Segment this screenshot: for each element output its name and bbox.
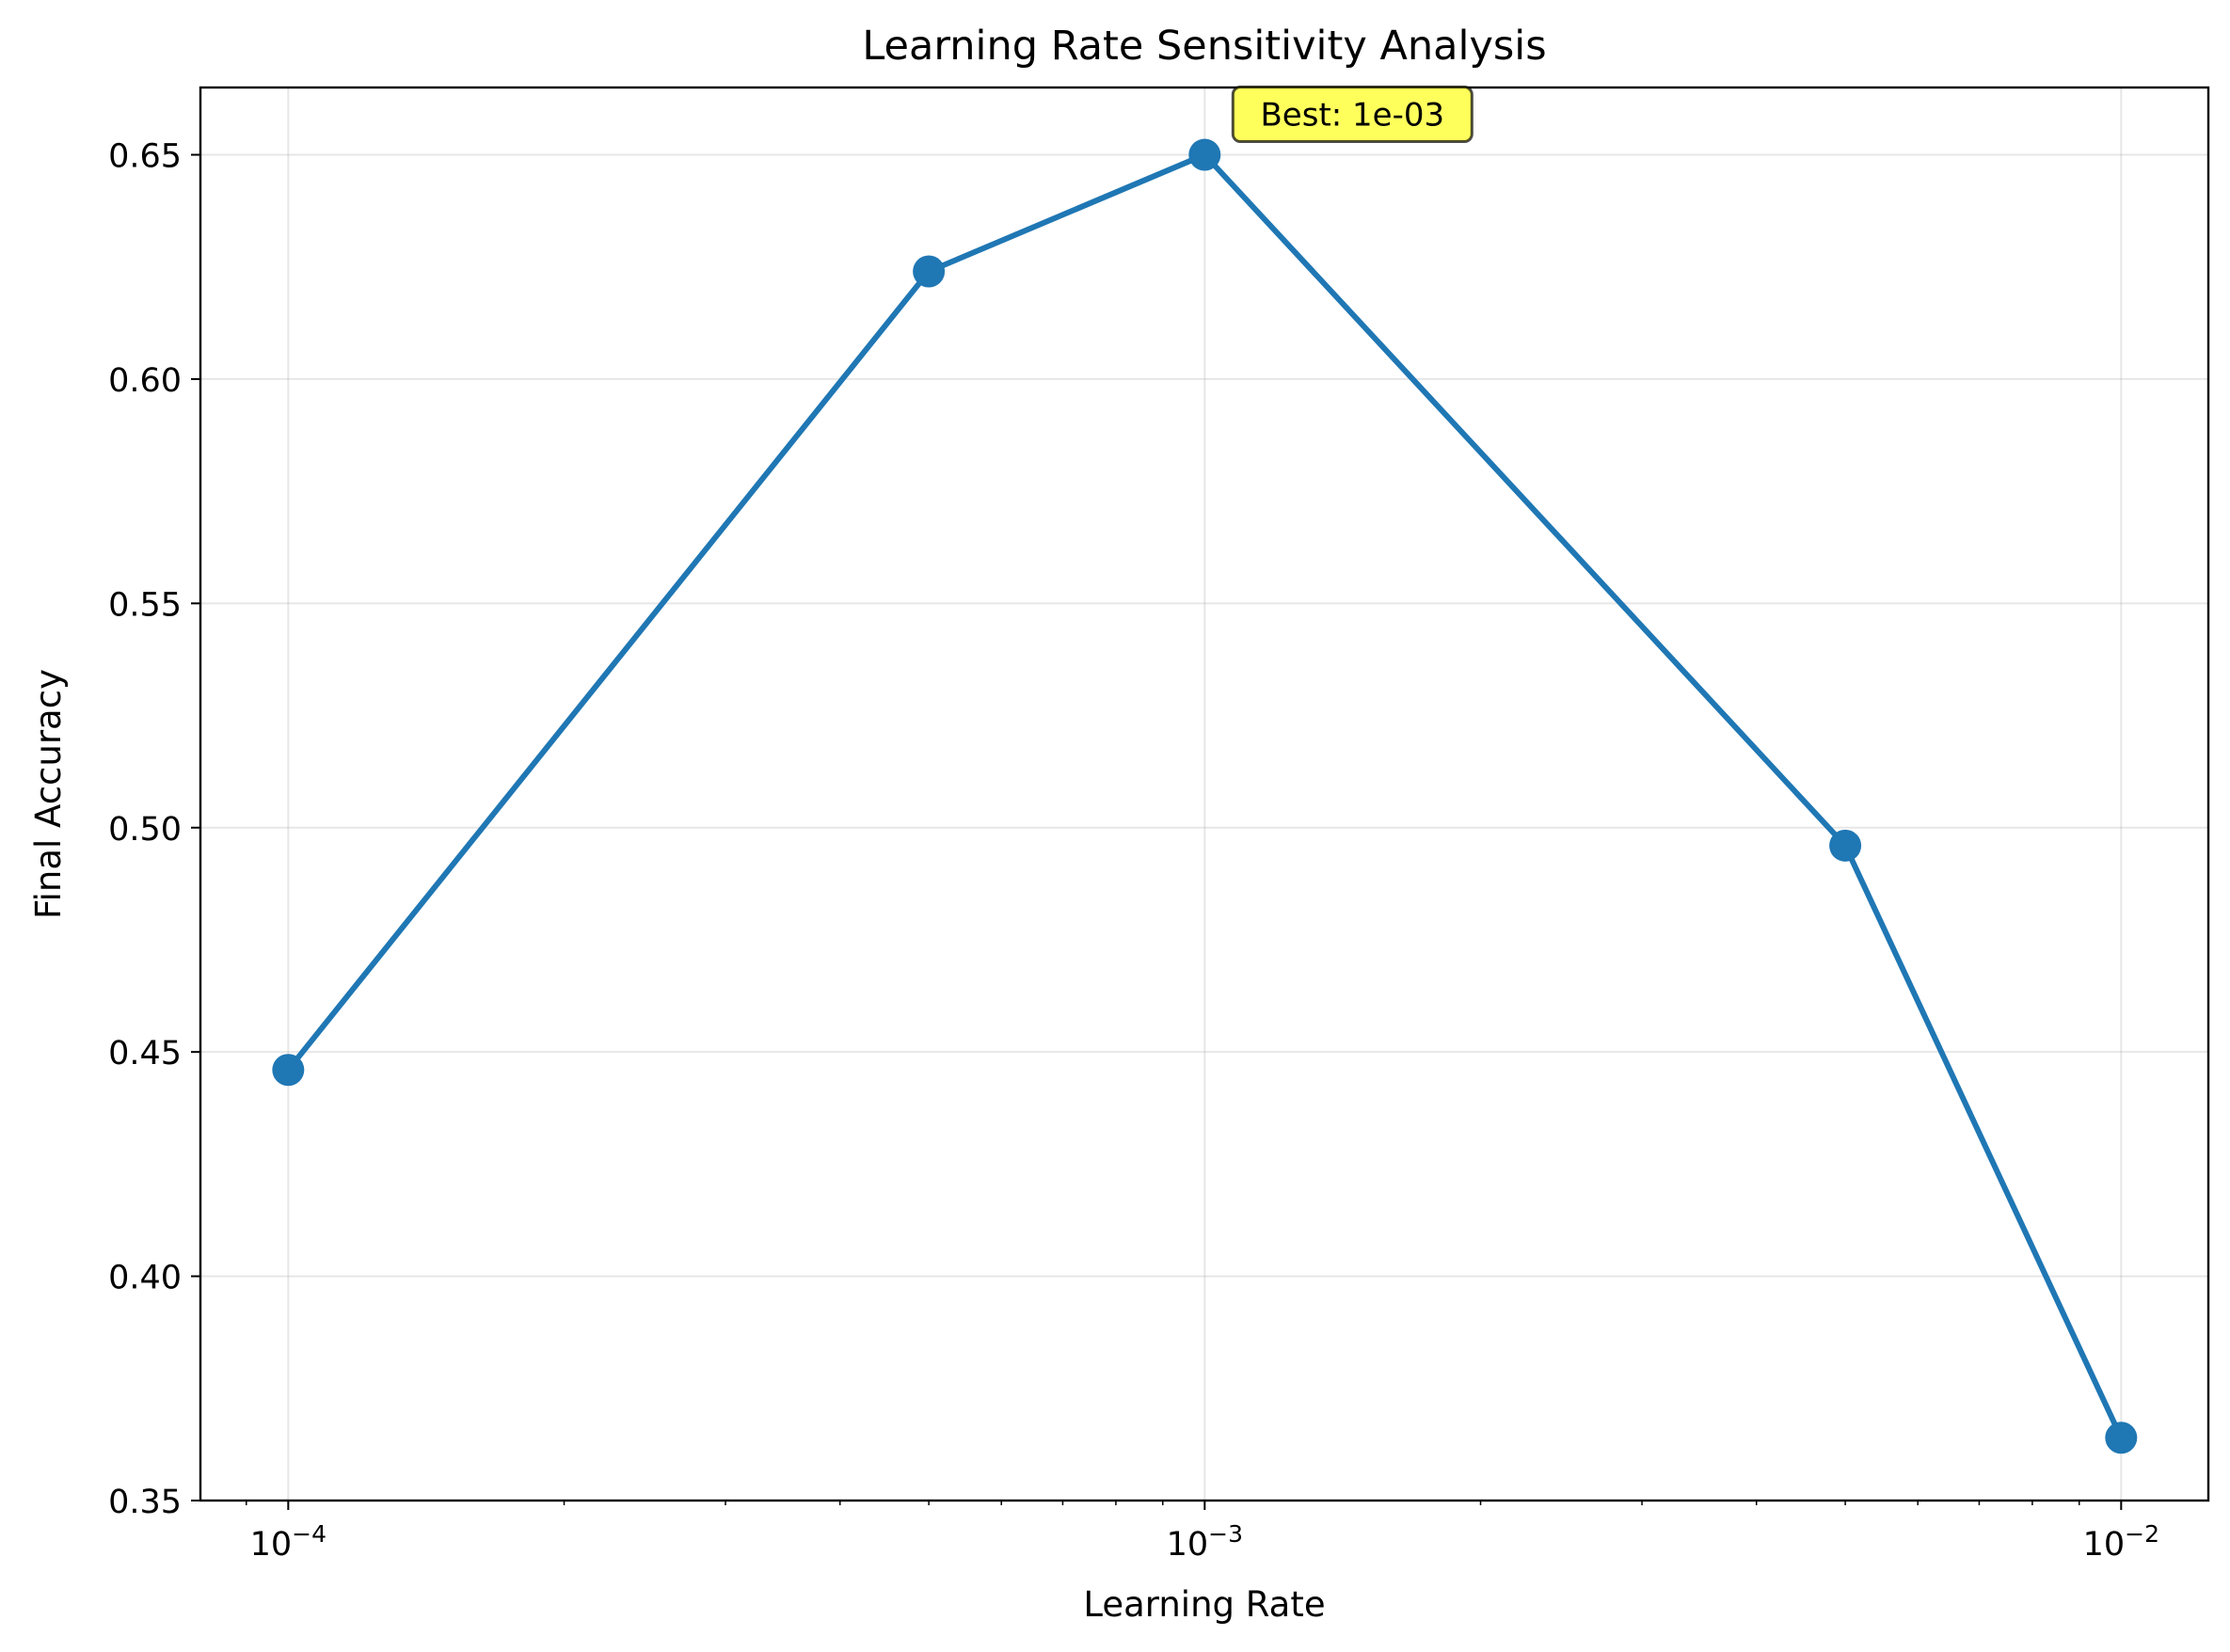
y-tick-label: 0.60 xyxy=(108,362,182,400)
x-axis-label: Learning Rate xyxy=(1083,1584,1325,1625)
data-point-marker xyxy=(1188,138,1221,171)
data-point-marker xyxy=(913,255,946,288)
y-axis-label: Final Accuracy xyxy=(28,669,69,919)
x-tick-label: 10−2 xyxy=(2083,1520,2159,1564)
plot-frame xyxy=(199,86,2210,1502)
data-point-marker xyxy=(272,1054,305,1087)
chart-title: Learning Rate Sensitivity Analysis xyxy=(862,23,1546,70)
x-tick-label: 10−3 xyxy=(1167,1520,1243,1564)
y-tick-label: 0.55 xyxy=(108,586,182,624)
annotation-layer: Best: 1e-03 xyxy=(1231,86,1473,144)
best-annotation-box xyxy=(1231,86,1473,144)
series-layer xyxy=(272,138,2138,1454)
y-tick-label: 0.45 xyxy=(108,1035,182,1072)
data-point-marker xyxy=(1829,829,1862,862)
best-annotation-text: Best: 1e-03 xyxy=(1260,97,1444,135)
y-tick-label: 0.50 xyxy=(108,811,182,849)
axis-ticks: 0.35 0.40 0.45 0.50 0.55 0.60 0.65 10−4 10−3 10−2 xyxy=(108,138,2159,1564)
data-point-marker xyxy=(2105,1422,2138,1454)
y-tick-label: 0.65 xyxy=(108,138,182,176)
x-tick-label: 10−4 xyxy=(250,1520,327,1564)
y-tick-label: 0.35 xyxy=(108,1484,182,1521)
grid-lines xyxy=(200,87,2208,1501)
y-tick-label: 0.40 xyxy=(108,1260,182,1297)
